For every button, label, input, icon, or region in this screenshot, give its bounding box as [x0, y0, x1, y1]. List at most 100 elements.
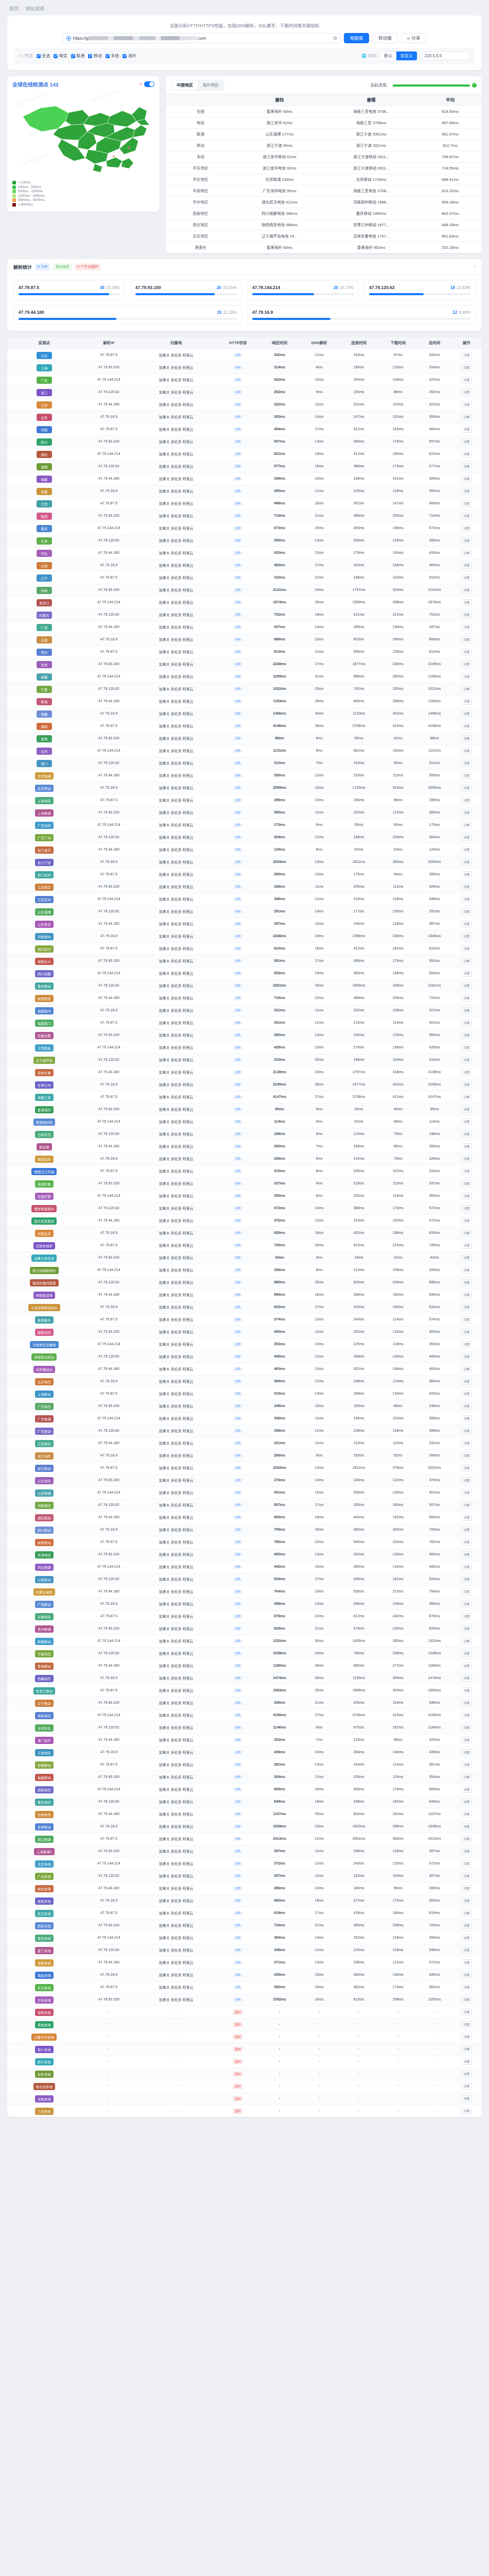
ip-distribution-card[interactable]: 47.79.87.5 30 22.39%	[13, 280, 125, 300]
table-row[interactable]: 日本东京 47.79.120.62 加拿大 多伦多 阿里云 200 196ms 6ms 12…	[7, 1128, 482, 1141]
table-row[interactable]: 加拿大多伦多 47.79.93.100 加拿大 多伦多 阿里云 200 43ms 3ms 1…	[7, 1251, 482, 1264]
cell-action[interactable]: 详情	[451, 1882, 482, 1895]
table-row[interactable]: 土耳其伊斯坦布尔 47.79.16.9 加拿大 多伦多 阿里云 200 632ms 17m…	[7, 1301, 482, 1314]
cell-action[interactable]: 详情	[451, 1462, 482, 1475]
table-row[interactable]: 沈阳多线 - - 超时 - - - - - 详情	[7, 2092, 482, 2105]
table-row[interactable]: 兰州多线 47.79.93.100 加拿大 多伦多 阿里云 200 1092ms 24ms…	[7, 1993, 482, 2006]
cell-action[interactable]: 详情	[451, 1387, 482, 1400]
cell-action[interactable]: 详情	[451, 1845, 482, 1858]
table-row[interactable]: 武汉多线 47.79.87.5 加拿大 多伦多 阿里云 200 619ms 17ms 418…	[7, 1907, 482, 1920]
table-row[interactable]: 云南电信 47.79.87.5 加拿大 多伦多 阿里云 200 876ms 22ms 612…	[7, 1610, 482, 1623]
cell-action[interactable]: 详情	[451, 1771, 482, 1784]
cell-action[interactable]: 详情	[451, 1721, 482, 1734]
cell-action[interactable]: 详情	[451, 1981, 482, 1994]
table-column-header[interactable]: 监测点	[7, 337, 81, 349]
cell-action[interactable]: 详情	[451, 1894, 482, 1907]
table-row[interactable]: 山东青岛 47.79.44.180 加拿大 多伦多 阿里云 200 387ms 15ms 2…	[7, 918, 482, 930]
table-row[interactable]: 青岛多线 47.79.144.214 加拿大 多伦多 阿里云 200 394ms 14ms…	[7, 1931, 482, 1944]
table-row[interactable]: 南昌多线 47.79.16.9 加拿大 多伦多 阿里云 200 435ms 15ms 280…	[7, 1969, 482, 1981]
cell-action[interactable]: 详情	[451, 1511, 482, 1524]
cell-action[interactable]: 详情	[451, 1758, 482, 1771]
table-row[interactable]: 合肥多线 47.79.44.180 加拿大 多伦多 阿里云 200 371ms 13ms 2…	[7, 1956, 482, 1969]
table-row[interactable]: 菲律宾马尼拉 47.79.120.62 加拿大 多伦多 阿里云 200 440ms 12m…	[7, 1350, 482, 1363]
chevron-up-icon[interactable]: ^	[474, 264, 476, 269]
table-row[interactable]: 福建福州 47.79.16.9 加拿大 多伦多 阿里云 200 321ms 11ms 202…	[7, 1004, 482, 1017]
table-row[interactable]: 黑龙江 47.79.144.214 加拿大 多伦多 阿里云 200 1974ms 26ms…	[7, 596, 482, 609]
table-row[interactable]: 青海 47.79.44.180 加拿大 多伦多 阿里云 200 1163ms 29ms 86…	[7, 695, 482, 708]
cell-action[interactable]: 详情	[451, 1078, 482, 1091]
cell-action[interactable]: 详情	[451, 1573, 482, 1586]
table-row[interactable]: 荷兰阿姆斯特丹 47.79.144.214 加拿大 多伦多 阿里云 200 326ms 8…	[7, 1264, 482, 1277]
cell-action[interactable]: 详情	[451, 744, 482, 757]
cell-action[interactable]: 详情	[451, 374, 482, 386]
cell-action[interactable]: 详情	[451, 831, 482, 844]
cell-action[interactable]: 详情	[451, 1969, 482, 1981]
cell-action[interactable]: 详情	[451, 1153, 482, 1165]
table-row[interactable]: 黑龙江移动 47.79.87.5 加拿大 多伦多 阿里云 200 1993ms 25ms 1…	[7, 1684, 482, 1697]
table-row[interactable]: 安徽合肥 47.79.93.100 加拿大 多伦多 阿里云 200 365ms 13ms 2…	[7, 1029, 482, 1042]
cell-action[interactable]: 详情	[451, 2080, 482, 2093]
cell-action[interactable]: 详情	[451, 1227, 482, 1240]
cell-action[interactable]: 详情	[451, 621, 482, 634]
url-input[interactable]: https://g .com ×	[62, 33, 341, 43]
cell-action[interactable]: 详情	[451, 1449, 482, 1462]
table-row[interactable]: 山西 47.79.16.9 加拿大 多伦多 阿里云 200 493ms 17ms 320ms…	[7, 559, 482, 572]
cell-action[interactable]: 详情	[451, 1598, 482, 1611]
table-row[interactable]: 安徽 47.79.16.9 加拿大 多伦多 阿里云 200 355ms 12ms 225ms…	[7, 485, 482, 498]
table-column-header[interactable]: 归属地	[136, 337, 216, 349]
cell-action[interactable]: 详情	[451, 1919, 482, 1932]
cell-action[interactable]: 详情	[451, 633, 482, 646]
cell-action[interactable]: 详情	[451, 918, 482, 930]
cell-action[interactable]: 详情	[451, 534, 482, 547]
cell-action[interactable]: 详情	[451, 1870, 482, 1883]
table-column-header[interactable]: 解析IP	[81, 337, 137, 349]
cell-action[interactable]: 详情	[451, 1907, 482, 1920]
table-row[interactable]: 广州多线 47.79.120.62 加拿大 多伦多 阿里云 200 307ms 11ms 1…	[7, 1870, 482, 1883]
region-tabs[interactable]: 中国地区 海外地区	[171, 80, 224, 91]
table-row[interactable]: 上海联通 47.79.93.100 加拿大 多伦多 阿里云 200 385ms 11ms 2…	[7, 806, 482, 819]
cell-action[interactable]: 详情	[451, 2006, 482, 2019]
cell-action[interactable]: 详情	[451, 955, 482, 968]
table-row[interactable]: 海南三亚 47.79.87.5 加拿大 多伦多 阿里云 200 4147ms 27ms 37…	[7, 1091, 482, 1104]
clear-icon[interactable]: ×	[333, 36, 337, 40]
cell-action[interactable]: 详情	[451, 1659, 482, 1672]
table-row[interactable]: 河北 47.79.44.180 加拿大 多伦多 阿里云 200 433ms 15ms 278…	[7, 547, 482, 560]
table-row[interactable]: 山西移动 47.79.120.62 加拿大 多伦多 阿里云 200 524ms 17ms 3…	[7, 1573, 482, 1586]
cell-action[interactable]: 详情	[451, 571, 482, 584]
cell-action[interactable]: 详情	[451, 1437, 482, 1450]
table-row[interactable]: 山东淄博 47.79.120.62 加拿大 多伦多 阿里云 200 291ms 14ms 1…	[7, 905, 482, 918]
cell-action[interactable]: 详情	[451, 1499, 482, 1512]
table-row[interactable]: 重庆 47.79.144.214 加拿大 多伦多 阿里云 200 673ms 20ms 45…	[7, 522, 482, 535]
table-row[interactable]: 辽宁葫芦岛 47.79.120.62 加拿大 多伦多 阿里云 200 310ms 20ms…	[7, 1054, 482, 1066]
table-row[interactable]: 广东移动 47.79.120.62 加拿大 多伦多 阿里云 200 358ms 12ms 2…	[7, 1425, 482, 1437]
table-row[interactable]: 北京联通 47.79.44.180 加拿大 多伦多 阿里云 200 355ms 12ms 2…	[7, 769, 482, 782]
cell-action[interactable]: 详情	[451, 1746, 482, 1759]
table-row[interactable]: 吉林移动 47.79.16.9 加拿大 多伦多 阿里云 200 1939ms 23ms 16…	[7, 1820, 482, 1833]
cell-action[interactable]: 详情	[451, 1338, 482, 1351]
cell-action[interactable]: 详情	[451, 2043, 482, 2056]
tab-overseas[interactable]: 海外地区	[202, 83, 219, 88]
table-row[interactable]: 浙江金华 47.79.44.180 加拿大 多伦多 阿里云 200 124ms 8ms 62…	[7, 843, 482, 856]
table-row[interactable]: 澳大利亚悉尼 47.79.44.180 加拿大 多伦多 阿里云 200 472ms 12m…	[7, 1214, 482, 1227]
table-row[interactable]: 重庆电信 47.79.120.62 加拿大 多伦多 阿里云 200 649ms 19ms 4…	[7, 1795, 482, 1808]
cell-action[interactable]: 详情	[451, 757, 482, 770]
table-row[interactable]: 陕西西安 47.79.44.180 加拿大 多伦多 阿里云 200 716ms 22ms 4…	[7, 992, 482, 1005]
ip-distribution-card[interactable]: 47.79.44.180 15 11.19%	[13, 305, 242, 325]
table-row[interactable]: 湖北武汉 47.79.87.5 加拿大 多伦多 阿里云 200 610ms 16ms 412…	[7, 942, 482, 955]
table-column-header[interactable]: 连接时间	[339, 337, 379, 349]
table-row[interactable]: 内蒙古电信 47.79.44.180 加拿大 多伦多 阿里云 200 764ms 19ms…	[7, 1585, 482, 1598]
cell-action[interactable]: 详情	[451, 1672, 482, 1685]
table-row[interactable]: 河南郑州 47.79.16.9 加拿大 多伦多 阿里云 200 2346ms 18ms 19…	[7, 930, 482, 943]
cell-action[interactable]: 详情	[451, 683, 482, 696]
cell-action[interactable]: 详情	[451, 1091, 482, 1104]
cell-action[interactable]: 详情	[451, 460, 482, 473]
china-map[interactable]: AntPing.com AntPing.com AntPing.com AntP…	[12, 89, 154, 180]
table-column-header[interactable]: 操作	[451, 337, 482, 349]
cell-action[interactable]: 详情	[451, 1585, 482, 1598]
cell-action[interactable]: 详情	[451, 2030, 482, 2043]
cell-action[interactable]: 详情	[451, 1931, 482, 1944]
table-row[interactable]: 贵州 47.79.87.5 加拿大 多伦多 阿里云 200 813ms 21ms 566ms…	[7, 646, 482, 658]
table-row[interactable]: 台湾 47.79.144.214 加拿大 多伦多 阿里云 200 1131ms 9ms 96…	[7, 744, 482, 757]
table-column-header[interactable]: DNS解析	[299, 337, 340, 349]
cell-action[interactable]: 详情	[451, 1251, 482, 1264]
